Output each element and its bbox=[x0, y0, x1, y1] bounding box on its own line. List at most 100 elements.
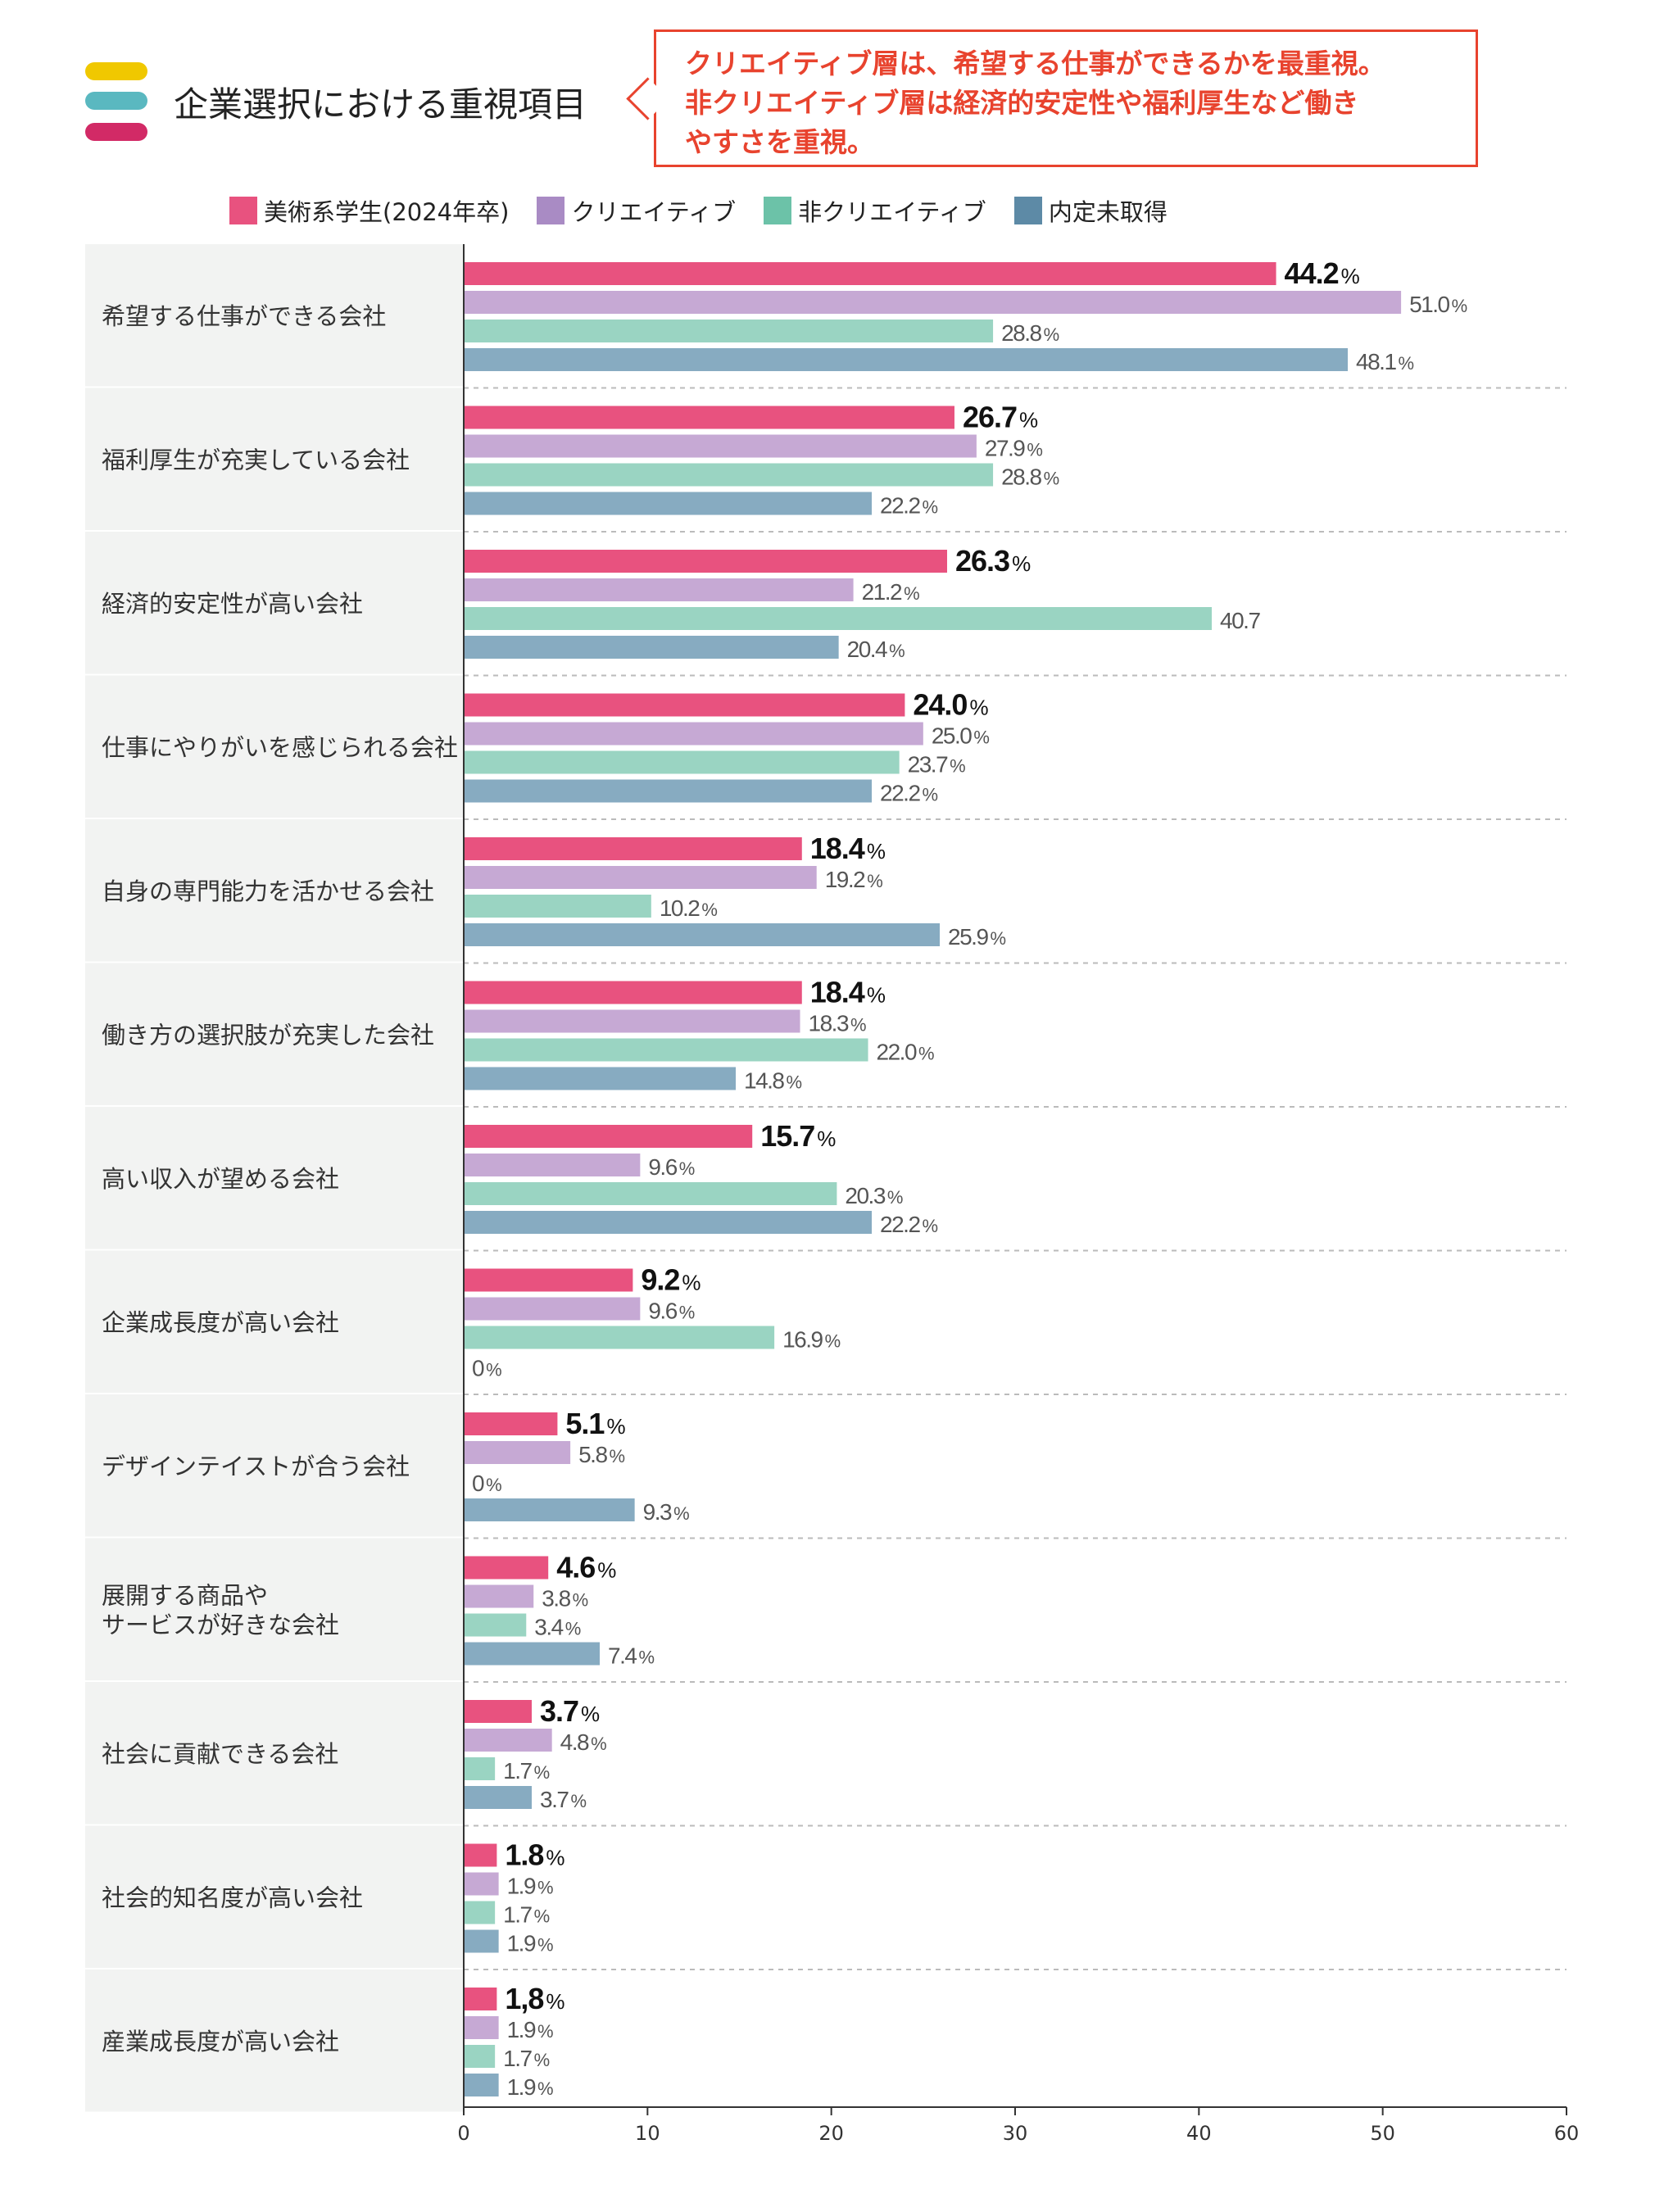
data-label: 3.8% bbox=[542, 1586, 587, 1611]
legend-swatch-art-students bbox=[229, 197, 257, 224]
bar-art bbox=[464, 1700, 533, 1723]
category-label: 社会に貢献できる会社 bbox=[102, 1740, 338, 1768]
callout-text: クリエイティブ層は、希望する仕事ができるかを最重視。 非クリエイティブ層は経済的… bbox=[685, 48, 1385, 158]
legend-swatch-no-offer bbox=[1013, 197, 1042, 224]
bar-art bbox=[464, 262, 1276, 285]
category-label-panel bbox=[85, 963, 464, 1105]
data-label: 1.7% bbox=[503, 2046, 549, 2071]
legend-item-art-students: 美術系学生(2024年卒) bbox=[229, 193, 509, 228]
bar-art bbox=[464, 981, 802, 1004]
legend-swatch-creative bbox=[537, 197, 565, 224]
category-label: 経済的安定性が高い会社 bbox=[102, 590, 363, 618]
bar-noncreative bbox=[464, 750, 900, 774]
category-label: 働き方の選択肢が充実した会社 bbox=[102, 1021, 434, 1049]
bar-nooffer bbox=[464, 2074, 499, 2096]
bar-creative bbox=[464, 866, 817, 889]
bar-noncreative bbox=[464, 895, 651, 918]
x-tick-label: 50 bbox=[1370, 2122, 1395, 2145]
bar-art bbox=[464, 693, 905, 717]
data-label: 20.4% bbox=[847, 637, 905, 662]
legend-item-no-offer: 内定未取得 bbox=[1013, 193, 1168, 228]
bar-art bbox=[464, 1843, 497, 1867]
data-label: 24.0% bbox=[913, 688, 988, 722]
magenta-deco-bar bbox=[85, 123, 147, 141]
data-label: 25.9% bbox=[948, 924, 1006, 950]
bar-creative bbox=[464, 1872, 499, 1896]
legend-item-creative: クリエイティブ bbox=[537, 193, 736, 228]
bar-noncreative bbox=[464, 1757, 496, 1780]
bar-noncreative bbox=[464, 1901, 496, 1924]
chart-title: 企業選択における重視項目 bbox=[174, 84, 587, 125]
bar-art bbox=[464, 837, 802, 860]
data-label: 28.8% bbox=[1001, 320, 1059, 346]
bar-noncreative bbox=[464, 1613, 527, 1637]
bar-creative bbox=[464, 1729, 552, 1752]
category-label: 高い収入が望める会社 bbox=[102, 1165, 339, 1193]
data-label: 18.4% bbox=[810, 832, 886, 865]
category-label-panel bbox=[85, 244, 464, 387]
legend-item-non-creative: 非クリエイティブ bbox=[764, 193, 986, 228]
data-label: 9.6% bbox=[648, 1154, 694, 1180]
data-label: 1,8% bbox=[505, 1982, 564, 2015]
bar-creative bbox=[464, 434, 977, 458]
data-label: 1.8% bbox=[505, 1838, 564, 1872]
data-label: 10.2% bbox=[660, 895, 718, 921]
bar-art bbox=[464, 550, 947, 573]
bar-nooffer bbox=[464, 492, 873, 515]
data-label: 1.9% bbox=[507, 2074, 553, 2100]
bar-nooffer bbox=[464, 1498, 635, 1521]
data-label: 44.2% bbox=[1285, 256, 1360, 290]
data-label: 18.4% bbox=[810, 976, 886, 1009]
bar-art bbox=[464, 406, 954, 429]
category-label-panel bbox=[85, 1969, 464, 2112]
data-label: 9.3% bbox=[643, 1499, 689, 1525]
category-label-panel bbox=[85, 532, 464, 674]
data-label: 51.0% bbox=[1409, 292, 1467, 317]
bar-nooffer bbox=[464, 636, 839, 659]
bar-nooffer bbox=[464, 1786, 533, 1809]
bar-noncreative bbox=[464, 1326, 775, 1349]
category-label-panel bbox=[85, 1394, 464, 1537]
bar-creative bbox=[464, 291, 1402, 314]
data-label: 19.2% bbox=[825, 867, 883, 892]
bar-nooffer bbox=[464, 779, 873, 803]
data-label: 16.9% bbox=[782, 1327, 840, 1353]
bar-creative bbox=[464, 1441, 571, 1464]
bar-noncreative bbox=[464, 607, 1213, 630]
x-tick-label: 20 bbox=[818, 2122, 844, 2145]
category-label: 企業成長度が高い会社 bbox=[102, 1308, 339, 1336]
callout-box bbox=[654, 29, 1478, 167]
bar-art bbox=[464, 1125, 753, 1148]
bar-noncreative bbox=[464, 1038, 868, 1062]
category-label: 仕事にやりがいを感じられる会社 bbox=[102, 733, 458, 761]
bar-nooffer bbox=[464, 348, 1349, 371]
data-label: 25.0% bbox=[932, 723, 990, 749]
bar-nooffer bbox=[464, 1067, 737, 1090]
bar-nooffer bbox=[464, 1929, 499, 1953]
category-label: 福利厚生が充実している会社 bbox=[102, 446, 410, 474]
category-label: 自身の専門能力を活かせる会社 bbox=[102, 877, 434, 905]
data-label: 4.8% bbox=[560, 1729, 606, 1755]
data-label: 22.2% bbox=[880, 493, 938, 519]
data-label: 1.9% bbox=[507, 1931, 553, 1956]
data-label: 3.7% bbox=[540, 1787, 586, 1812]
data-label: 1.7% bbox=[503, 1902, 549, 1928]
data-label: 9.6% bbox=[648, 1299, 694, 1324]
data-label: 26.3% bbox=[955, 544, 1031, 578]
data-label: 3.4% bbox=[534, 1615, 580, 1640]
data-label: 28.8% bbox=[1001, 465, 1059, 490]
data-label: 22.2% bbox=[880, 781, 938, 806]
bar-creative bbox=[464, 578, 854, 601]
yellow-deco-bar bbox=[85, 62, 147, 80]
x-tick-label: 30 bbox=[1003, 2122, 1028, 2145]
data-label: 15.7% bbox=[760, 1119, 836, 1153]
data-label: 9.2% bbox=[641, 1263, 701, 1297]
category-label-panel bbox=[85, 675, 464, 818]
category-label: デザインテイストが合う会社 bbox=[102, 1453, 410, 1480]
x-tick-label: 60 bbox=[1554, 2122, 1580, 2145]
bar-creative bbox=[464, 1154, 641, 1176]
bar-nooffer bbox=[464, 923, 941, 946]
data-label: 21.2% bbox=[862, 579, 920, 605]
data-label: 23.7% bbox=[908, 752, 966, 777]
